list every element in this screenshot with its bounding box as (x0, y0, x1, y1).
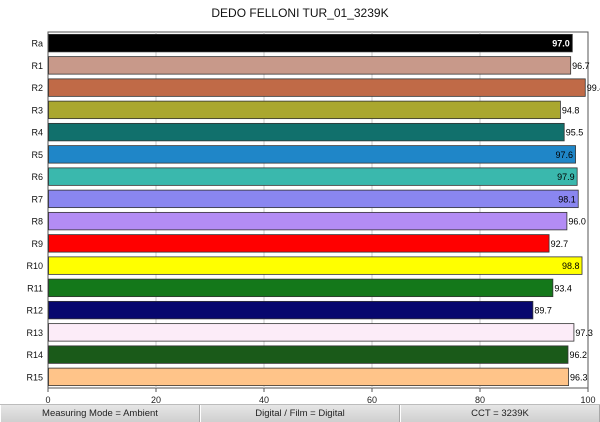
bar-r3 (48, 100, 561, 120)
bar-ra (48, 33, 573, 53)
category-label: R7 (31, 194, 43, 204)
category-label: R13 (26, 328, 43, 338)
bar-r2 (48, 78, 586, 97)
bar-r10 (48, 256, 583, 275)
bar-r12 (48, 300, 534, 320)
bar-r11 (48, 278, 554, 298)
category-label: R5 (31, 150, 43, 160)
value-label: 93.4 (554, 283, 572, 293)
value-label: 99.4 (587, 83, 600, 93)
bar-r15 (48, 367, 569, 387)
bar-r5 (48, 145, 576, 164)
bar-r14 (48, 345, 569, 364)
category-label: R10 (26, 261, 43, 271)
chart-title: DEDO FELLONI TUR_01_3239K (211, 6, 389, 20)
value-label: 96.7 (572, 61, 590, 71)
value-label: 97.0 (552, 39, 570, 49)
bar-r13 (48, 323, 575, 342)
category-label: R12 (26, 306, 43, 316)
category-label: R6 (31, 172, 43, 182)
value-label: 96.0 (568, 217, 586, 227)
value-label: 92.7 (551, 239, 569, 249)
value-label: 94.8 (562, 105, 580, 115)
value-label: 97.9 (557, 172, 575, 182)
category-label: R9 (31, 239, 43, 249)
cct-label: CCT = 3239K (400, 405, 600, 422)
category-label: R8 (31, 217, 43, 227)
category-label: Ra (31, 39, 43, 49)
value-label: 97.6 (556, 150, 574, 160)
bar-r8 (48, 211, 568, 231)
value-label: 97.3 (575, 328, 593, 338)
bar-r1 (48, 56, 572, 75)
value-label: 95.5 (566, 128, 584, 138)
bar-r4 (48, 122, 565, 142)
category-label: R1 (31, 61, 43, 71)
category-label: R14 (26, 350, 43, 360)
digital-film-label: Digital / Film = Digital (200, 405, 400, 422)
x-tick-label: 20 (151, 395, 161, 404)
category-label: R2 (31, 83, 43, 93)
category-label: R4 (31, 128, 43, 138)
value-label: 98.8 (562, 261, 580, 271)
category-label: R3 (31, 105, 43, 115)
value-label: 96.3 (570, 372, 588, 382)
bar-chart: 0 20 40 60 80 100 Ra 97.0 R1 96.7 R2 99.4 R3 94.8 R4 95… (26, 31, 600, 404)
category-label: R15 (26, 372, 43, 382)
x-tick-label: 100 (580, 395, 595, 404)
category-label: R11 (27, 283, 43, 293)
measuring-mode-label: Measuring Mode = Ambient (0, 405, 200, 422)
value-label: 98.1 (558, 194, 576, 204)
value-label: 89.7 (534, 306, 552, 316)
x-tick-label: 60 (367, 395, 377, 404)
x-tick-label: 80 (475, 395, 485, 404)
value-label: 96.2 (569, 350, 587, 360)
status-footer: Measuring Mode = Ambient Digital / Film … (0, 404, 600, 422)
x-tick-label: 40 (259, 395, 269, 404)
x-tick-label: 0 (45, 395, 50, 404)
bar-r6 (48, 167, 578, 186)
bar-r9 (48, 234, 550, 253)
bar-r7 (48, 189, 579, 209)
